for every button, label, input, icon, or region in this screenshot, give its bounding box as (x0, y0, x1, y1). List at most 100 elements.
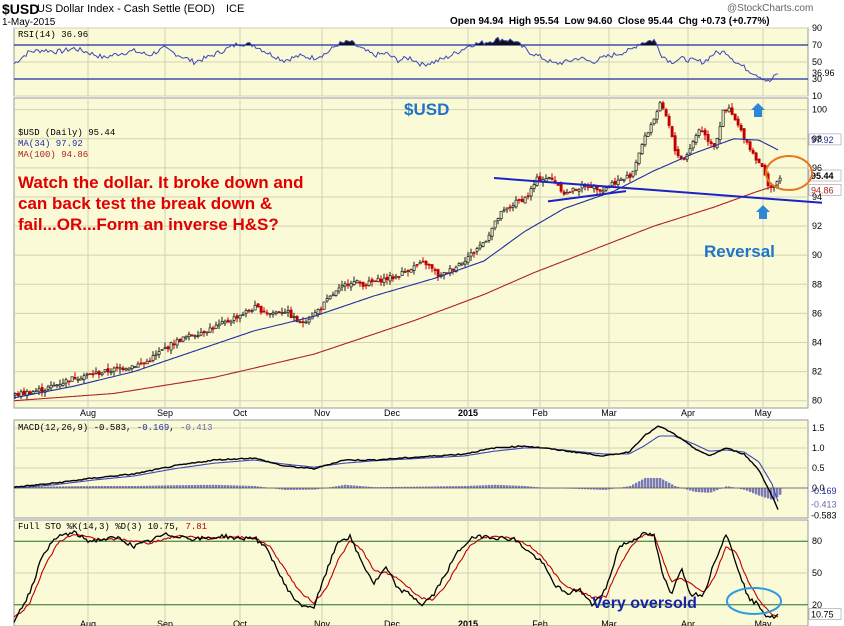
macd-histogram-bar (215, 484, 218, 488)
macd-histogram-bar (254, 486, 257, 488)
macd-histogram-bar (659, 478, 662, 488)
macd-histogram-bar (32, 486, 35, 488)
macd-histogram-bar (506, 485, 509, 488)
candle-body (628, 173, 632, 178)
macd-histogram-bar (701, 488, 704, 493)
candle-body (349, 283, 353, 288)
candle-body (346, 283, 350, 286)
macd-histogram-bar (353, 485, 356, 488)
candle-body (466, 256, 470, 263)
macd-histogram-bar (653, 478, 656, 488)
macd-histogram-bar (218, 484, 221, 488)
candle-body (22, 390, 26, 395)
candle-body (64, 379, 68, 384)
candle-body (172, 343, 176, 346)
candle-body (133, 366, 137, 369)
candle-body (724, 109, 728, 112)
legend-signal: -0.169 (136, 423, 170, 433)
candle-body (598, 189, 602, 192)
candle-body (208, 327, 212, 333)
candle-body (661, 102, 665, 109)
candle-body (424, 261, 428, 266)
candle-body (604, 187, 608, 191)
candle-body (259, 305, 263, 313)
macd-histogram-bar (650, 478, 653, 488)
macd-histogram-bar (260, 486, 263, 488)
annotation-line: Watch the dollar. It broke down and (18, 173, 304, 192)
y-tick-label: 86 (812, 308, 822, 318)
candle-body (709, 141, 713, 144)
macd-histogram-bar (656, 478, 659, 488)
annotation-line: fail...OR...Form an inverse H&S? (18, 215, 279, 234)
macd-panel (13, 419, 809, 519)
candle-body (664, 109, 668, 117)
macd-histogram-bar (437, 486, 440, 488)
macd-histogram-bar (755, 488, 758, 495)
macd-histogram-bar (74, 486, 77, 488)
candle-body (280, 312, 284, 314)
macd-histogram-bar (584, 488, 587, 490)
macd-histogram-bar (704, 488, 707, 493)
candle-body (610, 181, 614, 187)
macd-histogram-bar (476, 485, 479, 488)
macd-histogram-bar (425, 486, 428, 488)
candle-body (82, 375, 86, 380)
candle-body (277, 311, 281, 314)
macd-histogram-bar (482, 485, 485, 488)
macd-histogram-bar (524, 486, 527, 488)
candle-body (283, 311, 287, 314)
macd-histogram-bar (230, 485, 233, 488)
macd-histogram-bar (677, 486, 680, 488)
candle-body (250, 310, 254, 313)
annotation-shapes (726, 103, 813, 615)
macd-histogram-bar (446, 486, 449, 488)
macd-histogram-bar (641, 479, 644, 488)
candle-body (256, 303, 260, 308)
macd-histogram-bar (698, 488, 701, 493)
candle-body (394, 275, 398, 279)
candle-body (748, 141, 752, 151)
candle-body (616, 179, 620, 186)
candle-body (532, 184, 536, 189)
x-tick-label: Aug (80, 619, 96, 626)
macd-histogram-bar (35, 486, 38, 488)
candle-body (721, 109, 725, 127)
candle-body (403, 271, 407, 273)
candle-body (154, 353, 158, 356)
macd-histogram-bar (128, 486, 131, 488)
candle-body (634, 161, 638, 172)
candle-body (655, 111, 659, 120)
candle-body (730, 107, 734, 115)
candle-body (70, 376, 74, 382)
macd-histogram-bar (380, 487, 383, 488)
macd-histogram-bar (122, 486, 125, 488)
candle-body (676, 149, 680, 157)
candle-body (187, 333, 191, 337)
macd-histogram-bar (752, 488, 755, 494)
macd-histogram-bar (521, 485, 524, 488)
oversold-circle (726, 587, 782, 615)
candle-body (715, 138, 719, 149)
candle-body (94, 371, 98, 374)
value-box (808, 608, 842, 620)
macd-histogram-bar (290, 488, 293, 490)
candle-body (148, 360, 152, 363)
candle-body (103, 369, 107, 373)
macd-histogram-bar (644, 478, 647, 488)
macd-histogram-bar (509, 485, 512, 488)
candle-body (412, 265, 416, 271)
macd-histogram-bar (590, 488, 593, 490)
macd-histogram-bar (599, 488, 602, 490)
x-tick-label: May (754, 408, 772, 418)
y-tick-label: 30 (812, 74, 822, 84)
candle-body (265, 312, 269, 315)
candle-body (457, 263, 461, 267)
y-tick-label: 80 (812, 536, 822, 546)
candle-body (649, 124, 653, 133)
macd-histogram-bar (158, 485, 161, 488)
candle-body (184, 336, 188, 339)
macd-histogram-bar (581, 488, 584, 490)
y-tick-label: 1.5 (812, 423, 825, 433)
candle-body (376, 277, 380, 283)
candle-body (316, 309, 320, 315)
